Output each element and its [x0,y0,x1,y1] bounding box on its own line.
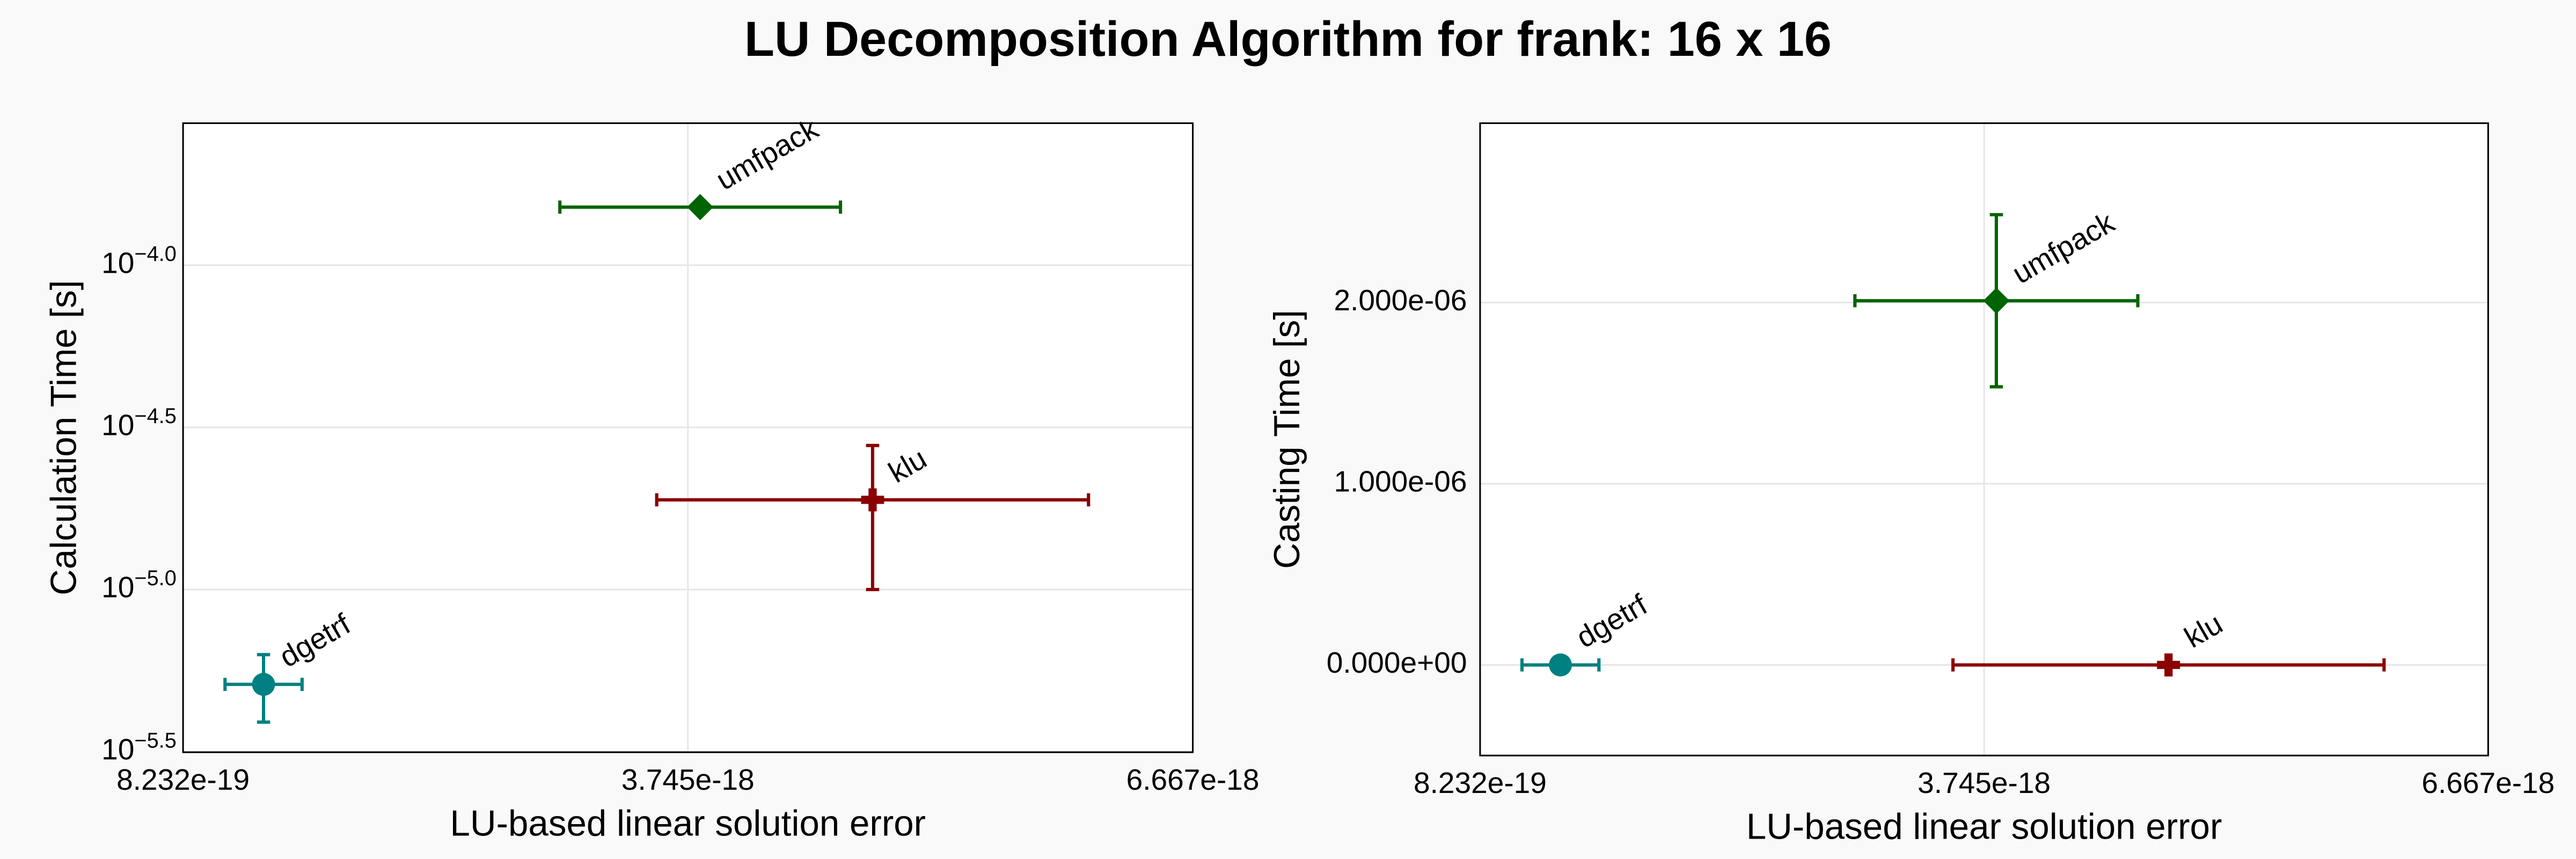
y-tick-label: 1.000e-06 [1334,465,1467,498]
marker [861,488,884,512]
x-tick-label: 8.232e-19 [116,763,250,796]
x-tick-label: 3.745e-18 [1918,766,2051,799]
plot-frame [1479,122,2489,756]
marker [252,673,275,696]
y-axis-label: Casting Time [s] [1267,310,1307,569]
x-tick-label: 6.667e-18 [1126,763,1260,796]
y-tick-label: 10 [101,409,134,442]
x-axis-label: LU-based linear solution error [1746,807,2222,847]
y-tick-exponent: −5.5 [134,729,177,752]
marker [1549,653,1572,676]
y-tick-label: 10 [101,246,134,279]
y-tick-exponent: −4.5 [134,404,177,428]
y-tick-label: 10 [101,571,134,604]
x-axis-label: LU-based linear solution error [450,804,926,844]
marker [1983,287,2010,314]
y-tick-label: 2.000e-06 [1334,283,1467,317]
x-tick-label: 8.232e-19 [1414,766,1547,799]
y-tick-exponent: −5.0 [134,566,177,590]
y-tick-label: 0.000e+00 [1327,646,1467,679]
figure-title: LU Decomposition Algorithm for frank: 16… [744,12,1832,67]
marker [2157,653,2180,676]
x-tick-label: 6.667e-18 [2421,766,2555,799]
x-tick-label: 3.745e-18 [621,763,755,796]
y-tick-exponent: −4.0 [134,242,177,266]
y-tick-label: 10 [101,733,134,766]
y-error-bar [866,443,880,592]
plot-frame [182,122,1194,753]
y-axis-label: Calculation Time [s] [44,280,84,595]
marker [687,194,714,221]
